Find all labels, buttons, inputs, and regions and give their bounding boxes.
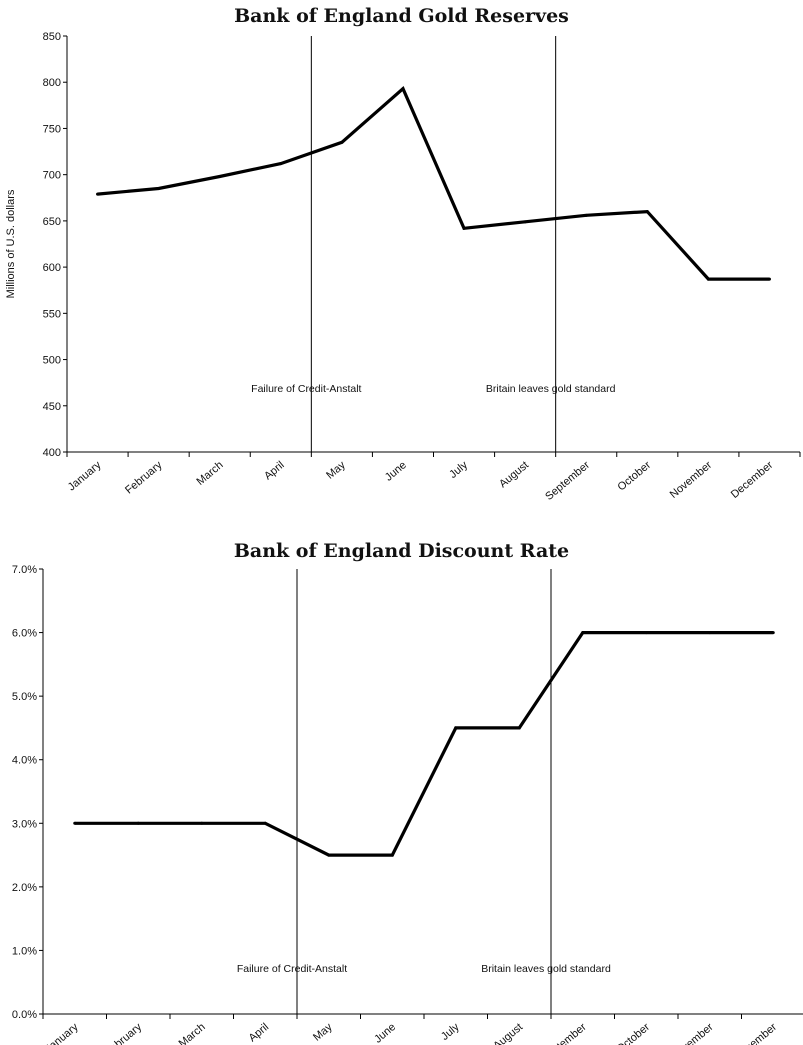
y-tick-label: 1.0% <box>12 945 37 957</box>
x-tick-label: July <box>447 459 470 481</box>
y-tick-label: 500 <box>43 355 61 367</box>
y-tick-label: 3.0% <box>12 818 37 830</box>
x-tick-label: August <box>491 1021 525 1045</box>
y-tick-label: 5.0% <box>12 691 37 703</box>
event-label: Britain leaves gold standard <box>486 383 616 395</box>
data-point <box>401 87 405 91</box>
data-point <box>771 631 775 635</box>
x-tick-label: May <box>311 1021 335 1044</box>
y-tick-label: 700 <box>43 170 61 182</box>
x-tick-label: March <box>195 459 226 488</box>
discount-rate-plot: 0.0% 1.0% 2.0% 3.0% 4.0% 5.0% 6.0% 7.0% January F… <box>12 565 803 1045</box>
x-tick-label: November <box>669 1021 716 1045</box>
y-tick-label: 800 <box>43 77 61 89</box>
data-point <box>136 821 140 825</box>
x-tick-label: April <box>262 459 287 482</box>
x-tick-label: September <box>543 459 592 503</box>
data-point <box>340 140 344 144</box>
data-point <box>708 631 712 635</box>
x-tick-label: September <box>540 1021 589 1045</box>
data-point <box>706 277 710 281</box>
x-tick-label: February <box>103 1021 145 1045</box>
data-point <box>462 226 466 230</box>
x-tick-label: June <box>383 459 409 484</box>
y-tick-label: 7.0% <box>12 565 37 576</box>
data-point <box>200 821 204 825</box>
data-point <box>279 162 283 166</box>
data-point <box>218 175 222 179</box>
data-point <box>767 277 771 281</box>
y-tick-label: 6.0% <box>12 628 37 640</box>
data-point <box>73 821 77 825</box>
y-tick-label: 4.0% <box>12 755 37 767</box>
data-point <box>327 853 331 857</box>
x-tick-label: March <box>177 1021 208 1045</box>
y-tick-label: 550 <box>43 308 61 320</box>
x-tick-label: April <box>247 1021 272 1044</box>
data-point <box>645 210 649 214</box>
data-point <box>523 220 527 224</box>
x-tick-label: December <box>733 1021 780 1045</box>
data-point <box>454 726 458 730</box>
x-tick-label: January <box>66 459 104 494</box>
event-label: Failure of Credit-Anstalt <box>251 383 361 395</box>
series-line <box>97 86 770 281</box>
data-point <box>581 631 585 635</box>
event-label: Britain leaves gold standard <box>481 963 611 975</box>
y-tick-label: 850 <box>43 31 61 43</box>
event-label: Failure of Credit-Anstalt <box>237 963 347 975</box>
x-tick-label: June <box>372 1021 398 1045</box>
x-tick-label: May <box>324 459 348 482</box>
x-tick-label: October <box>614 1021 652 1045</box>
data-point <box>157 187 161 191</box>
discount-rate-chart: Bank of England Discount Rate 0.0% 1.0% 2.… <box>0 535 803 1045</box>
data-point <box>517 726 521 730</box>
y-tick-label: 400 <box>43 447 61 459</box>
y-tick-label: 750 <box>43 123 61 135</box>
y-tick-label: 2.0% <box>12 882 37 894</box>
y-tick-label: 0.0% <box>12 1009 37 1021</box>
x-tick-label: August <box>497 459 531 490</box>
chart-title: Bank of England Discount Rate <box>233 540 570 562</box>
chart-title: Bank of England Gold Reserves <box>234 5 569 27</box>
data-point <box>390 853 394 857</box>
x-tick-label: October <box>616 459 654 494</box>
y-tick-label: 450 <box>43 401 61 413</box>
data-point <box>584 213 588 217</box>
x-tick-label: December <box>729 459 776 501</box>
y-axis-title: Millions of U.S. dollars <box>5 189 17 298</box>
gold-reserves-plot: 400 450 500 550 600 650 700 750 800 850 January Feb… <box>5 31 801 503</box>
x-tick-label: January <box>43 1021 81 1045</box>
data-point <box>263 821 267 825</box>
y-tick-label: 600 <box>43 262 61 274</box>
x-tick-label: July <box>439 1021 462 1043</box>
x-tick-label: November <box>668 459 715 501</box>
gold-reserves-chart: Bank of England Gold Reserves 400 450 500 5… <box>0 0 803 515</box>
data-point <box>644 631 648 635</box>
data-point <box>96 192 100 196</box>
y-tick-label: 650 <box>43 216 61 228</box>
series-line <box>74 630 774 857</box>
x-tick-label: February <box>123 459 165 497</box>
